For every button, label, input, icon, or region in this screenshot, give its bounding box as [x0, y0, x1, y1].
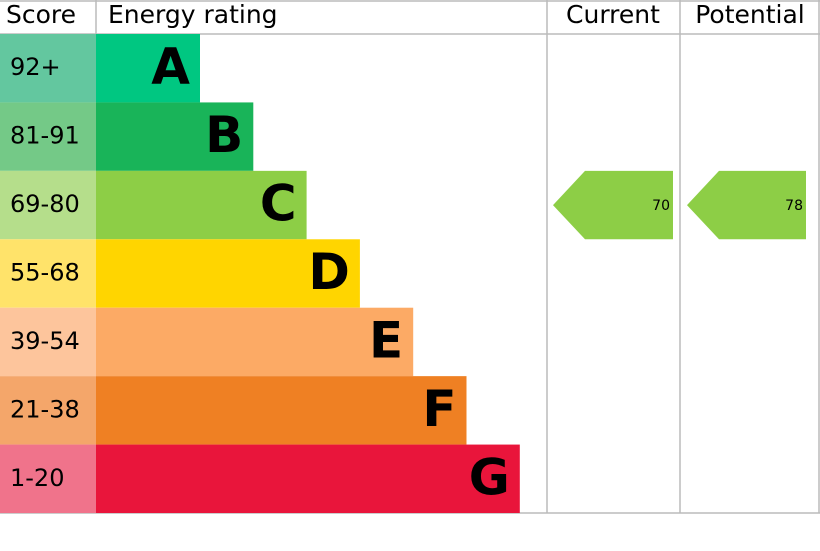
rating-letter: F	[422, 380, 456, 438]
header: Current	[566, 0, 660, 29]
rating-value: 70	[652, 198, 670, 214]
score-label: 21-38	[10, 395, 80, 423]
rating-arrow	[687, 170, 806, 240]
rating-bar	[96, 34, 200, 103]
rating-letter: C	[260, 175, 297, 233]
score-cell	[0, 34, 96, 103]
rating-bar	[96, 170, 307, 240]
score-cell	[0, 170, 96, 240]
rating-letter: G	[469, 448, 510, 506]
score-label: 55-68	[10, 259, 80, 287]
score-label: 39-54	[10, 327, 80, 355]
rating-bar	[96, 444, 520, 513]
rating-letter: E	[369, 311, 403, 369]
score-cell	[0, 444, 96, 513]
rating-bar	[96, 239, 360, 308]
header: Score	[6, 0, 76, 29]
score-cell	[0, 307, 96, 377]
score-label: 81-91	[10, 122, 80, 150]
score-label: 69-80	[10, 190, 80, 218]
rating-arrow	[553, 170, 673, 240]
header: Energy rating	[108, 0, 278, 29]
rating-bar	[96, 376, 467, 445]
rating-letter: A	[151, 38, 190, 96]
rating-letter: D	[308, 243, 350, 301]
rating-letter: B	[205, 106, 243, 164]
score-cell	[0, 102, 96, 171]
score-cell	[0, 239, 96, 308]
rating-value: 78	[785, 198, 803, 214]
rating-bar	[96, 307, 414, 377]
score-label: 92+	[10, 53, 61, 81]
header: Potential	[695, 0, 805, 29]
score-cell	[0, 376, 96, 445]
score-label: 1-20	[10, 464, 64, 492]
rating-bar	[96, 102, 254, 171]
